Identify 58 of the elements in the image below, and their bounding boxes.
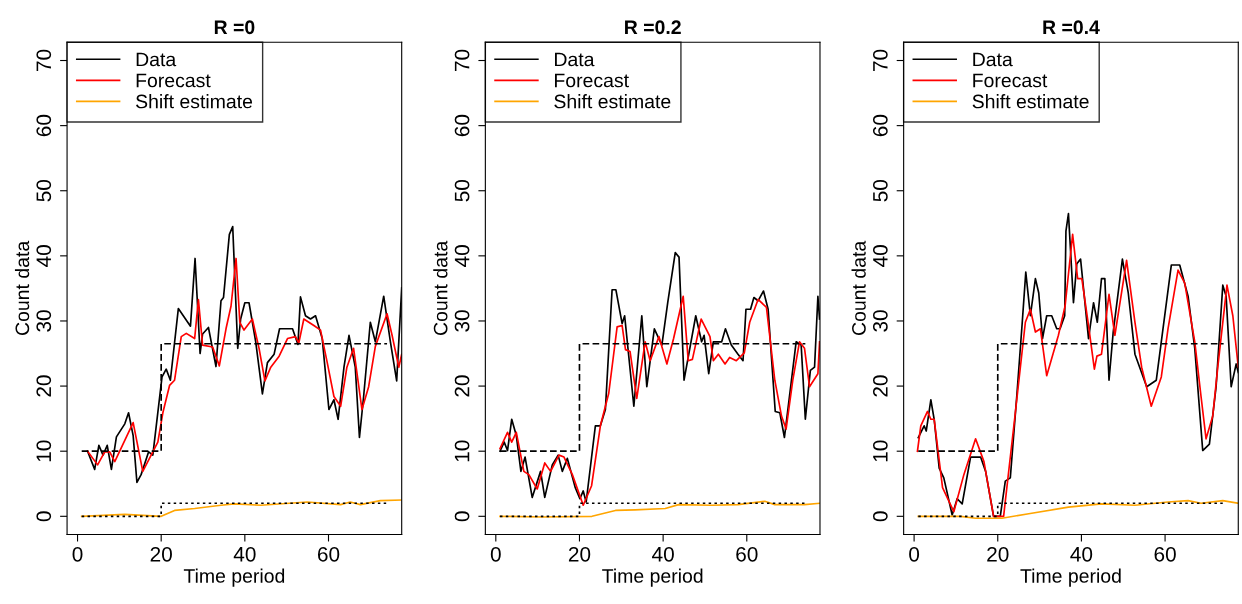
- legend-label: Shift estimate: [972, 94, 1089, 109]
- y-axis-title: Count data: [14, 240, 30, 335]
- y-tick-label: 20: [36, 375, 52, 397]
- y-tick-label: 10: [872, 440, 888, 462]
- chart-title: R =0.4: [1043, 20, 1100, 35]
- legend-label: Forecast: [555, 73, 629, 88]
- legend-label: Forecast: [973, 73, 1048, 88]
- x-axis-title: Time period: [602, 568, 703, 587]
- x-tick-label: 0: [909, 546, 920, 562]
- x-tick-label: 40: [652, 546, 674, 562]
- legend-label: Shift estimate: [554, 94, 671, 109]
- legend-label: Data: [136, 52, 177, 67]
- x-tick-label: 60: [736, 546, 758, 562]
- y-tick-label: 70: [36, 49, 52, 72]
- y-tick-label: 60: [872, 114, 888, 137]
- y-tick-label: 40: [36, 245, 52, 267]
- y-tick-label: 0: [872, 511, 888, 522]
- x-tick-label: 20: [568, 546, 591, 562]
- line-series: [917, 499, 1239, 520]
- x-tick-label: 40: [233, 546, 256, 562]
- line-series: [86, 257, 402, 473]
- y-axis-title: Count data: [851, 240, 866, 335]
- x-axis-title: Time period: [183, 568, 285, 587]
- y-tick-label: 30: [454, 310, 470, 332]
- y-tick-label: 30: [36, 310, 52, 332]
- chart-title: R =0.2: [625, 20, 681, 35]
- x-tick-label: 0: [72, 546, 83, 562]
- y-tick-label: 40: [454, 245, 470, 267]
- legend-label: Data: [555, 52, 595, 67]
- x-tick-label: 20: [150, 546, 172, 562]
- y-tick-label: 40: [872, 245, 888, 267]
- x-axis-title: Time period: [1020, 568, 1121, 587]
- y-tick-label: 50: [872, 179, 888, 202]
- y-tick-label: 50: [454, 179, 470, 202]
- y-tick-label: 70: [454, 49, 470, 72]
- y-axis-title: Count data: [433, 240, 448, 335]
- line-series: [499, 295, 820, 507]
- line-series: [80, 499, 402, 518]
- x-tick-label: 40: [1070, 546, 1093, 562]
- x-tick-label: 20: [987, 546, 1009, 562]
- y-tick-label: 20: [872, 375, 888, 397]
- legend-label: Shift estimate: [136, 94, 253, 109]
- legend-label: Forecast: [136, 73, 211, 88]
- chart-title: R =0: [214, 20, 255, 35]
- y-tick-label: 10: [454, 440, 470, 462]
- y-tick-label: 10: [36, 440, 52, 462]
- x-tick-label: 60: [317, 546, 340, 562]
- y-tick-label: 0: [36, 511, 52, 522]
- y-tick-label: 0: [454, 511, 470, 522]
- x-tick-label: 0: [490, 546, 501, 562]
- y-tick-label: 70: [872, 49, 888, 72]
- y-tick-label: 60: [454, 114, 470, 137]
- y-tick-label: 30: [872, 310, 888, 332]
- y-tick-label: 60: [36, 114, 52, 137]
- y-tick-label: 50: [36, 179, 52, 202]
- y-tick-label: 20: [454, 375, 470, 397]
- legend-label: Data: [973, 52, 1013, 67]
- x-tick-label: 60: [1154, 546, 1176, 562]
